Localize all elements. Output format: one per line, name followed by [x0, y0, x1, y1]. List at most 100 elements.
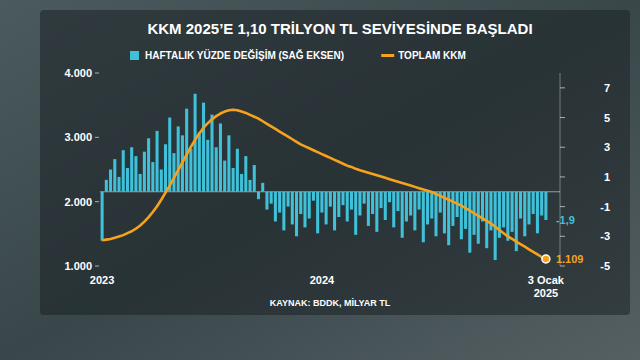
bar: [117, 177, 120, 192]
bar: [227, 135, 230, 191]
bar: [418, 192, 421, 210]
y-tick-label: 2.000: [64, 196, 92, 208]
bar: [363, 192, 366, 204]
bar: [409, 192, 412, 216]
bar: [295, 192, 298, 237]
y-tick: [95, 266, 99, 267]
y2-axis-line: [560, 73, 561, 266]
x-tick-label-line: 3 Ocak: [528, 274, 565, 286]
bar: [303, 192, 306, 228]
legend-item: HAFTALIK YÜZDE DEĞİŞİM (SAĞ EKSEN): [130, 49, 344, 61]
source-note: KAYNAK: BDDK, MİLYAR TL: [270, 298, 391, 308]
bar: [147, 138, 150, 191]
y-tick: [95, 137, 99, 138]
end-point: [542, 255, 550, 263]
line: [102, 110, 546, 259]
bar: [156, 131, 159, 192]
bar: [130, 147, 133, 192]
x-tick-label: 2024: [310, 274, 335, 286]
chart: KKM 2025’E 1,10 TRİLYON TL SEVİYESİNDE B…: [0, 0, 640, 360]
x-tick-label: 3 Ocak2025: [528, 274, 565, 299]
bar: [291, 192, 294, 225]
bar: [540, 192, 543, 216]
panel: [40, 10, 630, 315]
bar: [430, 192, 433, 219]
y2-tick-label: 5: [604, 112, 610, 124]
y2-tick: [560, 147, 565, 148]
bar: [536, 192, 539, 234]
bar: [113, 159, 116, 192]
bar: [219, 123, 222, 191]
bar: [282, 192, 285, 231]
background: [0, 0, 640, 360]
bar: [287, 192, 290, 207]
bar: [506, 192, 509, 241]
bar: [388, 192, 391, 202]
bar: [392, 192, 395, 228]
bar: [527, 192, 530, 225]
bar-series: [101, 94, 548, 260]
bar: [320, 192, 323, 213]
bar: [384, 192, 387, 220]
bar: [134, 156, 137, 192]
y2-tick: [560, 117, 565, 118]
bar: [367, 192, 370, 226]
y2-tick: [560, 176, 565, 177]
legend-item: TOPLAM KKM: [381, 50, 466, 61]
bar: [168, 118, 171, 192]
bar: [316, 192, 319, 234]
bar: [172, 153, 175, 192]
y2-tick-label: 7: [604, 82, 610, 94]
bar: [375, 192, 378, 232]
y2-tick-label: -5: [600, 260, 610, 272]
bar: [401, 192, 404, 238]
y2-tick-label: -3: [600, 230, 610, 242]
y-tick-label: 4.000: [64, 67, 92, 79]
title: KKM 2025’E 1,10 TRİLYON TL SEVİYESİNDE B…: [147, 20, 532, 37]
bar: [105, 180, 108, 192]
data-label: 1.109: [556, 253, 584, 265]
y-tick: [95, 73, 99, 74]
bar: [460, 192, 463, 240]
bar: [278, 192, 281, 213]
bar: [333, 192, 336, 231]
bar: [337, 192, 340, 217]
legend-label: TOPLAM KKM: [398, 50, 466, 61]
bar: [464, 192, 467, 229]
bar: [253, 165, 256, 192]
y2-tick: [560, 87, 565, 88]
y2-tick: [560, 236, 565, 237]
y2-tick-label: -1: [600, 201, 610, 213]
bar: [346, 192, 349, 222]
bar: [329, 192, 332, 207]
bar: [308, 192, 311, 219]
legend-swatch: [381, 54, 394, 57]
bar: [354, 192, 357, 235]
bar: [244, 156, 247, 192]
bar: [451, 192, 454, 226]
bar: [198, 132, 201, 191]
bar: [189, 149, 192, 192]
legend-label: HAFTALIK YÜZDE DEĞİŞİM (SAĞ EKSEN): [145, 49, 344, 61]
y2-tick: [560, 266, 565, 267]
bar: [325, 192, 328, 225]
y2-tick: [560, 206, 565, 207]
bar: [270, 192, 273, 204]
bar: [544, 192, 547, 220]
bar: [160, 170, 163, 192]
bar: [232, 168, 235, 192]
y-tick: [95, 201, 99, 202]
bar: [350, 192, 353, 210]
bar: [257, 192, 260, 199]
y2-tick-label: 3: [604, 141, 610, 153]
bar: [413, 192, 416, 231]
bar: [396, 192, 399, 211]
bar: [215, 147, 218, 192]
x-tick-label-line: 2025: [534, 287, 558, 299]
bar: [202, 103, 205, 192]
bar: [358, 192, 361, 216]
plot-area: [101, 94, 548, 260]
bar: [261, 183, 264, 192]
bar: [426, 192, 429, 225]
bar: [109, 170, 112, 192]
